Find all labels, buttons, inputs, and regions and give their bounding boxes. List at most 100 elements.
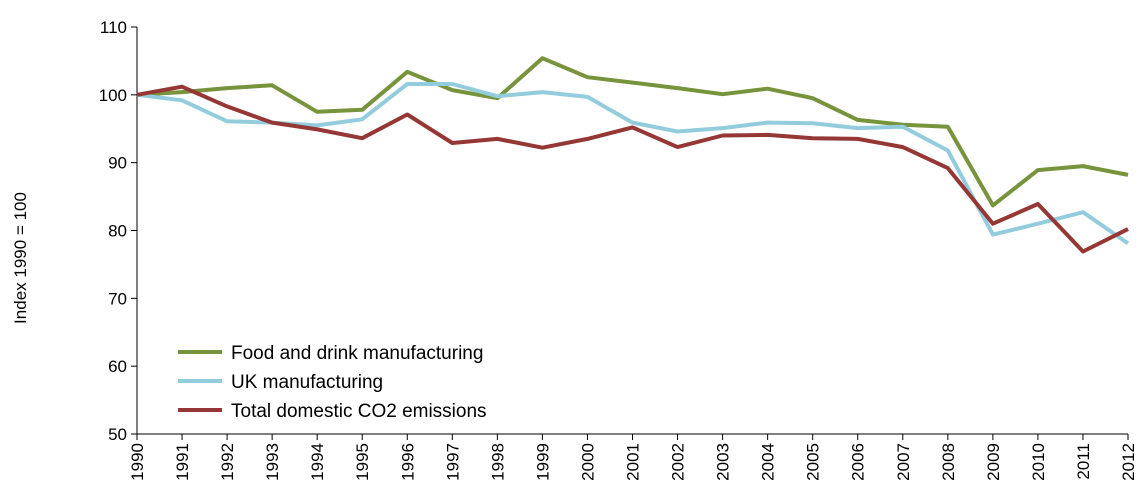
y-tick-label: 100 <box>99 86 127 105</box>
data-point <box>766 121 770 125</box>
x-tick-label: 2000 <box>578 443 597 481</box>
legend-item: Total domestic CO2 emissions <box>178 401 487 422</box>
data-point <box>225 119 229 123</box>
data-point <box>721 126 725 130</box>
series-line <box>136 56 1129 208</box>
data-point <box>946 125 950 129</box>
data-point <box>721 134 725 138</box>
data-point <box>495 94 499 98</box>
data-point <box>180 98 184 102</box>
data-point <box>315 127 319 131</box>
data-point <box>180 90 184 94</box>
data-point <box>405 70 409 74</box>
data-point <box>1081 250 1085 254</box>
series-3 <box>135 84 1130 254</box>
x-tick-label: 1998 <box>488 443 507 481</box>
y-ticks: 50 60 70 80 90 100 110 <box>99 18 137 444</box>
data-point <box>1036 168 1040 172</box>
data-point <box>766 87 770 91</box>
data-point <box>270 83 274 87</box>
data-point <box>1081 164 1085 168</box>
data-point <box>450 88 454 92</box>
data-point <box>991 222 995 226</box>
x-ticks: 1990 1991 1992 1993 1994 1995 1996 1997 1998 1999… <box>128 434 1138 481</box>
x-tick-label: 2007 <box>894 443 913 481</box>
data-point <box>721 92 725 96</box>
x-tick-label: 2011 <box>1074 443 1093 480</box>
x-tick-label: 2001 <box>624 443 643 481</box>
y-tick-label: 80 <box>108 222 127 241</box>
data-point <box>450 82 454 86</box>
x-tick-label: 2008 <box>939 443 958 481</box>
data-point <box>991 233 995 237</box>
data-point <box>676 129 680 133</box>
data-point <box>1126 241 1130 245</box>
data-point <box>856 126 860 130</box>
y-tick-label: 70 <box>108 289 127 308</box>
data-point <box>811 136 815 140</box>
data-point <box>225 104 229 108</box>
data-point <box>540 90 544 94</box>
x-tick-label: 1993 <box>263 443 282 481</box>
x-tick-label: 2003 <box>714 443 733 481</box>
data-point <box>1036 202 1040 206</box>
data-point <box>585 75 589 79</box>
y-tick-label: 90 <box>108 154 127 173</box>
data-point <box>585 137 589 141</box>
data-point <box>856 137 860 141</box>
x-tick-label: 2005 <box>804 443 823 481</box>
x-tick-label: 2009 <box>984 443 1003 481</box>
data-point <box>360 136 364 140</box>
x-tick-label: 1999 <box>533 443 552 481</box>
data-point <box>631 81 635 85</box>
legend-label: Food and drink manufacturing <box>231 343 483 364</box>
x-tick-label: 2012 <box>1119 443 1138 481</box>
data-point <box>856 118 860 122</box>
x-tick-label: 2002 <box>669 443 688 481</box>
x-tick-label: 2010 <box>1029 443 1048 481</box>
x-tick-label: 1996 <box>398 443 417 481</box>
y-tick-label: 110 <box>100 18 127 37</box>
legend: Food and drink manufacturing UK manufactu… <box>178 343 487 422</box>
series-line <box>136 82 1130 246</box>
x-tick-label: 1997 <box>443 443 462 481</box>
data-point <box>495 137 499 141</box>
data-point <box>540 56 544 60</box>
data-point <box>811 96 815 100</box>
x-tick-label: 1991 <box>173 443 192 481</box>
x-tick-label: 2006 <box>849 443 868 481</box>
data-point <box>135 93 139 97</box>
legend-item: Food and drink manufacturing <box>178 343 483 364</box>
x-tick-label: 2004 <box>759 443 778 481</box>
series-1 <box>136 56 1129 208</box>
x-tick-label: 1992 <box>218 443 237 481</box>
data-point <box>766 133 770 137</box>
data-point <box>1081 210 1085 214</box>
data-point <box>270 121 274 125</box>
data-point <box>225 86 229 90</box>
x-tick-label: 1995 <box>353 443 372 481</box>
data-point <box>585 95 589 99</box>
data-point <box>1126 227 1130 231</box>
data-point <box>901 145 905 149</box>
data-point <box>360 108 364 112</box>
data-point <box>405 82 409 86</box>
series-2 <box>136 82 1130 246</box>
data-point <box>450 141 454 145</box>
data-point <box>676 86 680 90</box>
data-point <box>405 113 409 117</box>
data-point <box>676 145 680 149</box>
x-tick-label: 1994 <box>308 443 327 481</box>
data-point <box>901 125 905 129</box>
data-point <box>631 121 635 125</box>
data-point <box>315 110 319 114</box>
data-point <box>360 117 364 121</box>
data-point <box>540 146 544 150</box>
data-point <box>946 148 950 152</box>
data-point <box>811 121 815 125</box>
data-point <box>946 166 950 170</box>
y-tick-label: 60 <box>108 357 127 376</box>
series-line <box>136 84 1129 254</box>
legend-item: UK manufacturing <box>178 372 383 393</box>
